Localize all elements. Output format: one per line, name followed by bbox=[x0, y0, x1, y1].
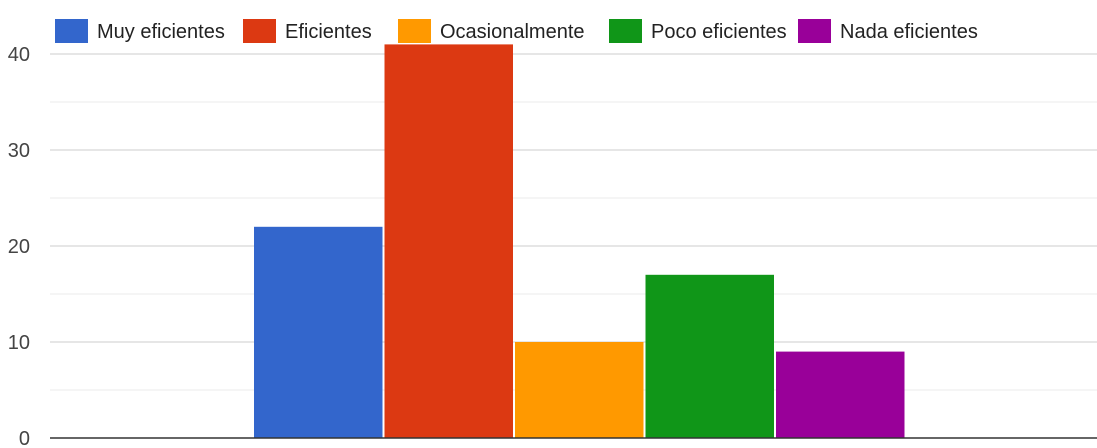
legend-swatch bbox=[243, 19, 276, 43]
y-tick-label: 20 bbox=[8, 236, 30, 258]
legend-label: Nada eficientes bbox=[840, 21, 978, 43]
legend-item[interactable]: Nada eficientes bbox=[798, 19, 978, 43]
bar-nada-eficientes bbox=[776, 351, 905, 438]
legend-label: Eficientes bbox=[285, 21, 372, 43]
legend-swatch bbox=[609, 19, 642, 43]
y-tick-label: 40 bbox=[8, 44, 30, 66]
legend-swatch bbox=[55, 19, 88, 43]
legend-item[interactable]: Poco eficientes bbox=[609, 19, 787, 43]
legend-label: Muy eficientes bbox=[97, 21, 225, 43]
y-axis-ticks: 0 10 20 30 40 bbox=[8, 44, 30, 448]
bar-ocasionalmente bbox=[515, 342, 644, 438]
legend-label: Poco eficientes bbox=[651, 21, 787, 43]
y-tick-label: 30 bbox=[8, 140, 30, 162]
bar-eficientes bbox=[384, 44, 513, 439]
legend-item[interactable]: Muy eficientes bbox=[55, 19, 225, 43]
bar-muy-eficientes bbox=[254, 226, 383, 438]
y-tick-label: 10 bbox=[8, 332, 30, 354]
bars bbox=[254, 44, 905, 439]
bar-poco-eficientes bbox=[645, 274, 774, 438]
gridlines bbox=[50, 53, 1097, 391]
legend-label: Ocasionalmente bbox=[440, 21, 585, 43]
legend-swatch bbox=[798, 19, 831, 43]
legend-swatch bbox=[398, 19, 431, 43]
legend-item[interactable]: Ocasionalmente bbox=[398, 19, 585, 43]
legend-item[interactable]: Eficientes bbox=[243, 19, 372, 43]
legend: Muy eficientes Eficientes Ocasionalmente Po… bbox=[55, 19, 978, 43]
y-tick-label: 0 bbox=[19, 428, 30, 448]
